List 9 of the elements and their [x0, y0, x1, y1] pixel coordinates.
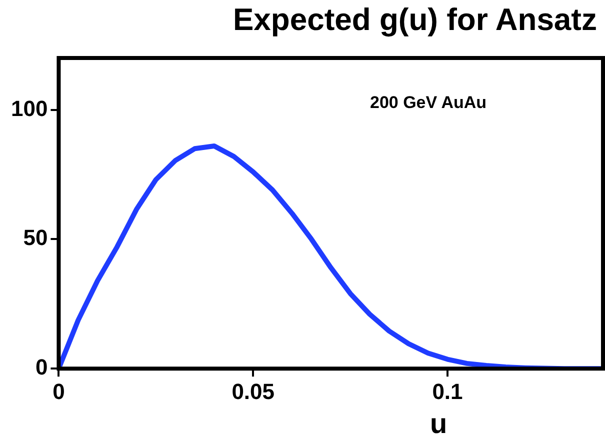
y-tick-label: 100: [10, 96, 48, 121]
annotation: 200 GeV AuAu: [370, 93, 487, 113]
y-tick-label: 50: [23, 225, 48, 250]
y-tick-label: 0: [35, 354, 48, 380]
x-tick-label: 0.1: [432, 378, 463, 404]
x-axis-title: u: [430, 408, 448, 440]
x-tick-label: 0: [52, 378, 65, 404]
x-tick-label: 0.05: [232, 378, 275, 404]
chart-title: Expected g(u) for Ansatz: [232, 2, 598, 38]
